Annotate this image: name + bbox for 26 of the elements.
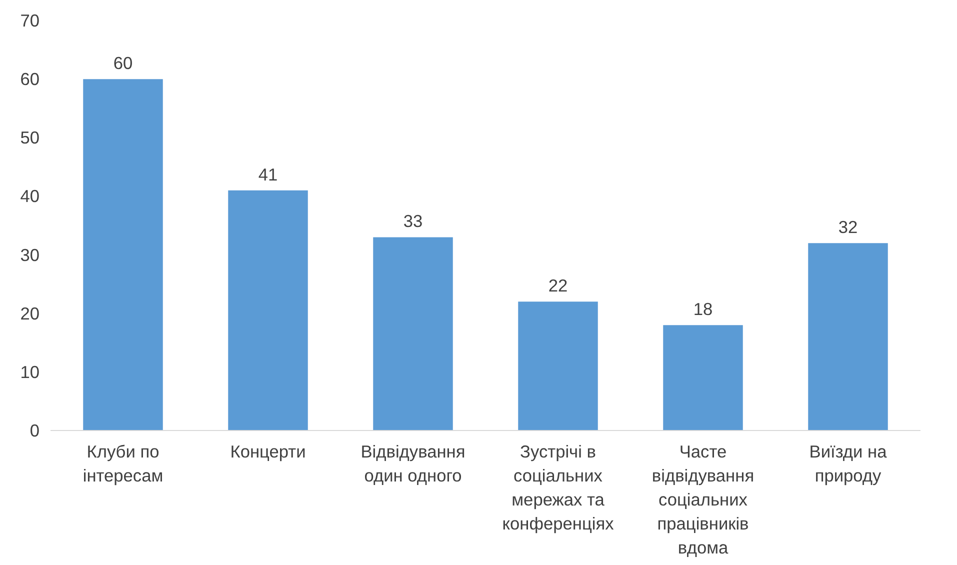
data-label: 18 [693, 299, 713, 320]
x-tick-label: Виїзди на природу [809, 442, 888, 486]
x-tick-label: Концерти [230, 442, 306, 462]
bar [808, 243, 888, 430]
data-label: 60 [113, 53, 133, 74]
x-tick-label: Зустрічі в соціальних мережах та конференціях [502, 442, 614, 534]
y-tick-label: 0 [30, 420, 40, 440]
bar [663, 325, 743, 430]
bar [373, 237, 453, 430]
x-tick-label: Відвідування один одного [360, 442, 466, 486]
y-tick-label: 20 [20, 303, 40, 324]
y-tick-label: 30 [20, 244, 40, 265]
data-label: 32 [838, 217, 858, 238]
bar [228, 190, 308, 430]
y-tick-label: 60 [20, 69, 40, 90]
data-label: 41 [258, 164, 278, 184]
x-tick-label: Часте відвідування соціальних працівників вдома [652, 442, 754, 558]
data-label: 33 [403, 211, 423, 232]
bar [83, 79, 163, 430]
y-tick-label: 70 [20, 10, 40, 30]
bar [518, 302, 598, 430]
y-tick-label: 10 [20, 362, 40, 382]
x-tick-label: Клуби по інтересам [82, 442, 164, 486]
y-tick-label: 50 [20, 128, 40, 148]
data-label: 22 [548, 276, 568, 296]
y-tick-label: 40 [20, 186, 40, 206]
